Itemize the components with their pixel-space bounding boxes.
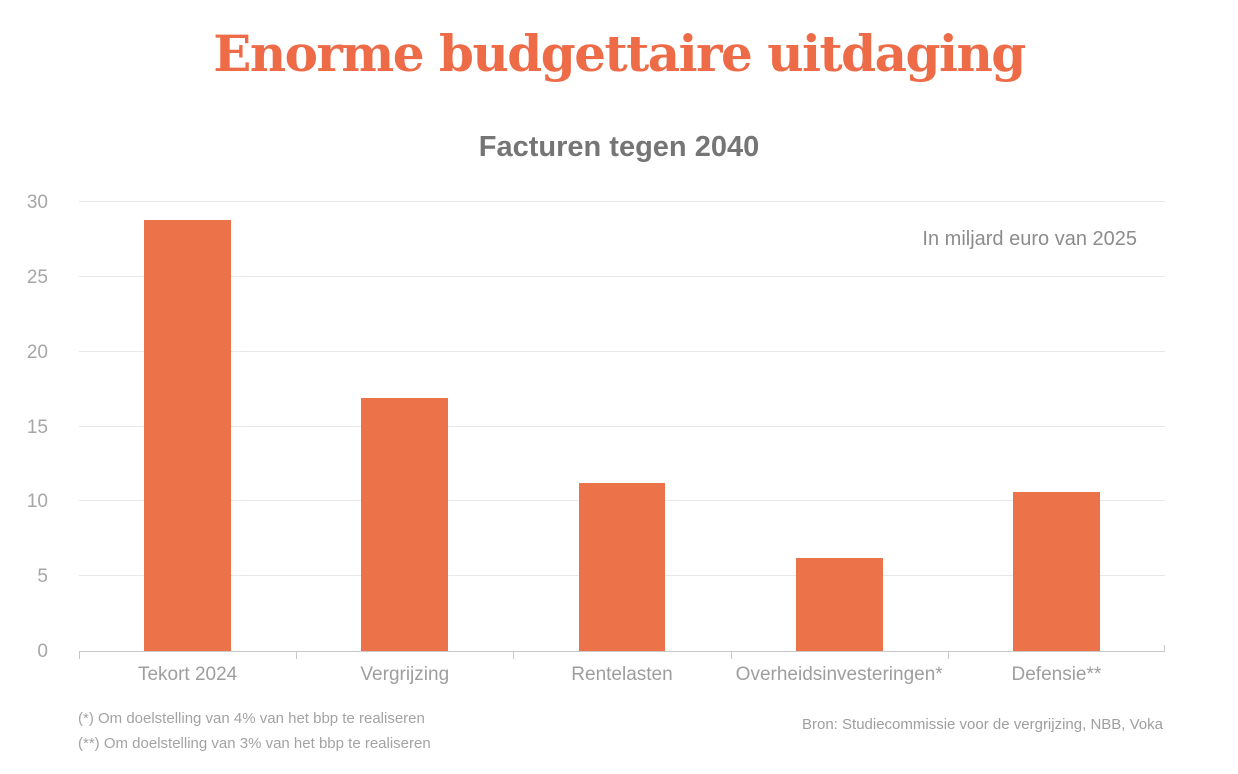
x-axis-tick xyxy=(1164,645,1165,652)
x-axis-category-label: Defensie** xyxy=(1011,664,1102,685)
y-axis-tick-label: 5 xyxy=(37,566,48,588)
bar-overheidsinvesteringen xyxy=(795,558,883,651)
gridline-30 xyxy=(79,201,1165,202)
source-credit: Bron: Studiecommissie voor de vergrijzin… xyxy=(802,716,1163,733)
bar-chart-plot-area xyxy=(79,201,1165,659)
page-title: Enorme budgettaire uitdaging xyxy=(213,24,1026,83)
x-axis-category-label: Tekort 2024 xyxy=(137,664,238,685)
x-axis-category-label: Vergrijzing xyxy=(360,664,450,685)
gridline-25 xyxy=(79,275,1165,277)
bar-defensie xyxy=(1012,492,1100,651)
bar-tekort-2024 xyxy=(144,219,232,651)
x-axis-tick xyxy=(513,652,514,659)
unit-annotation: In miljard euro van 2025 xyxy=(922,228,1137,250)
y-axis-tick-label: 30 xyxy=(26,192,48,213)
y-axis-tick-label: 0 xyxy=(37,641,48,662)
bar-vergrijzing xyxy=(361,398,449,651)
y-axis-tick-label: 10 xyxy=(26,491,48,513)
gridline-15 xyxy=(79,425,1165,427)
footnote-2: (**) Om doelstelling van 3% van het bbp … xyxy=(78,735,431,752)
x-axis-tick xyxy=(731,652,732,659)
chart-subtitle: Facturen tegen 2040 xyxy=(478,131,760,163)
x-axis-category-label: Rentelasten xyxy=(571,664,673,685)
y-axis-tick-label: 20 xyxy=(26,341,48,363)
y-axis-tick-label: 25 xyxy=(26,266,48,288)
footnotes: (*) Om doelstelling van 4% van het bbp t… xyxy=(78,706,431,756)
y-axis-tick-label: 15 xyxy=(26,416,48,438)
footnote-1: (*) Om doelstelling van 4% van het bbp t… xyxy=(78,710,425,727)
x-axis-tick xyxy=(296,652,297,659)
gridline-20 xyxy=(79,350,1165,352)
x-axis-tick xyxy=(79,652,80,659)
x-axis-tick xyxy=(948,652,949,659)
x-axis-category-label: Overheidsinvesteringen* xyxy=(735,664,943,685)
bar-rentelasten xyxy=(578,483,666,651)
